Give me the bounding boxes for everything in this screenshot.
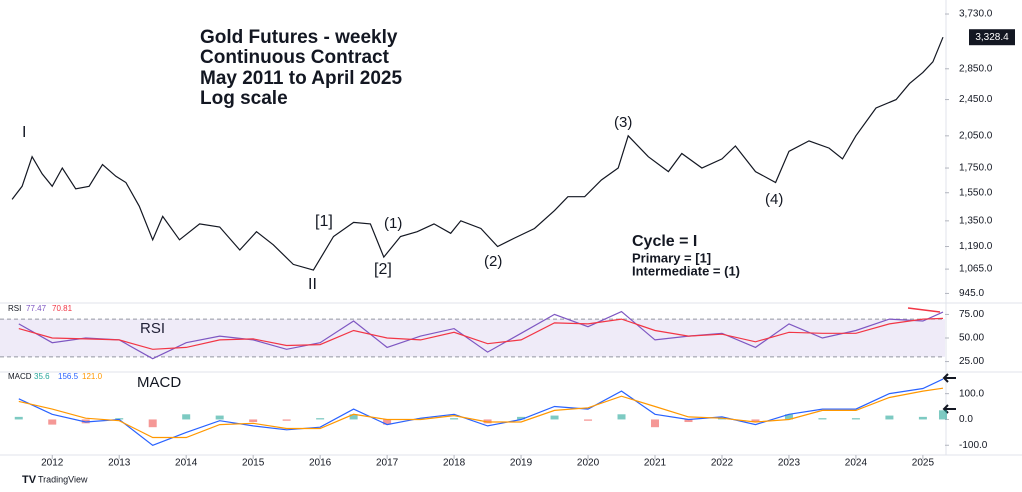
histogram-bar	[282, 419, 291, 421]
histogram-bar	[918, 416, 927, 420]
trend-line	[907, 307, 941, 313]
histogram-bar	[617, 414, 626, 420]
histogram-bar	[81, 419, 90, 424]
y-tick-label: 0.0	[959, 414, 973, 425]
last-price-tag	[969, 29, 1015, 46]
y-tick-label: -100.0	[959, 440, 988, 451]
histogram-bar	[851, 418, 860, 420]
last-price-label: 3,328.4	[975, 32, 1009, 43]
histogram-bar	[48, 419, 57, 425]
series-line	[18, 378, 944, 446]
y-tick-label: 50.00	[959, 333, 984, 344]
y-tick-label: 3,730.0	[959, 9, 993, 20]
histogram-bar	[885, 415, 894, 420]
x-tick-label: 2012	[41, 458, 64, 469]
x-tick-label: 2013	[108, 458, 131, 469]
readout-value: 35.6	[34, 372, 50, 381]
histogram-bar	[349, 414, 358, 420]
series-line	[18, 317, 944, 350]
y-tick-label: 2,450.0	[959, 94, 993, 105]
readout-value: 156.5	[58, 372, 79, 381]
logo-mark: TV	[22, 474, 37, 486]
readout-value: 70.81	[52, 304, 73, 313]
series-line	[11, 36, 944, 271]
histogram-bar	[383, 419, 392, 425]
y-tick-label: 1,190.0	[959, 241, 993, 252]
x-tick-label: 2024	[845, 458, 868, 469]
footer: TradingView	[38, 474, 88, 484]
histogram-bar	[684, 419, 693, 423]
histogram-bar	[115, 418, 124, 420]
histogram-bar	[14, 416, 23, 420]
chart-title: Gold Futures - weekly	[200, 27, 398, 48]
x-tick-label: 2016	[309, 458, 332, 469]
y-tick-label: 2,050.0	[959, 130, 993, 141]
histogram-bar	[717, 418, 726, 420]
histogram-bar	[784, 414, 793, 420]
series-line	[18, 387, 944, 439]
x-tick-label: 2019	[510, 458, 533, 469]
y-tick-label: 1,065.0	[959, 264, 993, 275]
arrow	[942, 373, 956, 383]
x-tick-label: 2025	[912, 458, 935, 469]
y-tick-label: 1,750.0	[959, 163, 993, 174]
chart-title: Continuous Contract	[200, 47, 390, 68]
wave-label: (4)	[765, 191, 783, 208]
wave-label: (3)	[614, 114, 632, 131]
chart-title: Log scale	[200, 88, 288, 109]
wave-label: Cycle = I	[632, 233, 697, 250]
readout-value: 77.47	[26, 304, 47, 313]
histogram-bar	[751, 419, 760, 423]
wave-label: II	[308, 276, 317, 293]
histogram-bar	[651, 419, 660, 428]
x-tick-label: 2023	[778, 458, 801, 469]
readout-name: RSI	[8, 304, 21, 313]
y-tick-label: 75.00	[959, 309, 984, 320]
histogram-bar	[215, 415, 224, 420]
x-tick-label: 2021	[644, 458, 667, 469]
wave-label: (1)	[384, 215, 402, 232]
wave-label: [1]	[315, 213, 333, 230]
histogram-bar	[450, 418, 459, 420]
histogram-bar	[938, 410, 947, 420]
readout-value: 121.0	[82, 372, 103, 381]
x-tick-label: 2022	[711, 458, 734, 469]
histogram-bar	[249, 419, 258, 423]
wave-label: Primary = [1]	[632, 250, 711, 265]
histogram-bar	[550, 415, 559, 420]
histogram-bar	[818, 418, 827, 420]
chart-title: May 2011 to April 2025	[200, 68, 403, 89]
histogram-bar	[584, 419, 593, 421]
histogram-bar	[316, 418, 325, 420]
y-tick-label: 2,850.0	[959, 63, 993, 74]
wave-label: Intermediate = (1)	[632, 263, 740, 278]
x-tick-label: 2017	[376, 458, 399, 469]
histogram-bar	[148, 419, 157, 428]
wave-label: I	[22, 124, 26, 141]
panel-title: RSI	[140, 320, 165, 337]
y-tick-label: 25.00	[959, 356, 984, 367]
y-tick-label: 945.0	[959, 288, 984, 299]
y-tick-label: 100.0	[959, 388, 984, 399]
histogram-bar	[517, 416, 526, 420]
wave-label: [2]	[374, 261, 392, 278]
y-tick-label: 1,350.0	[959, 215, 993, 226]
histogram-bar	[182, 414, 191, 420]
wave-label: (2)	[484, 253, 502, 270]
x-tick-label: 2014	[175, 458, 198, 469]
x-tick-label: 2015	[242, 458, 265, 469]
y-tick-label: 1,550.0	[959, 187, 993, 198]
readout-name: MACD	[8, 372, 32, 381]
panel-title: MACD	[137, 374, 181, 391]
x-tick-label: 2018	[443, 458, 466, 469]
x-tick-label: 2020	[577, 458, 600, 469]
